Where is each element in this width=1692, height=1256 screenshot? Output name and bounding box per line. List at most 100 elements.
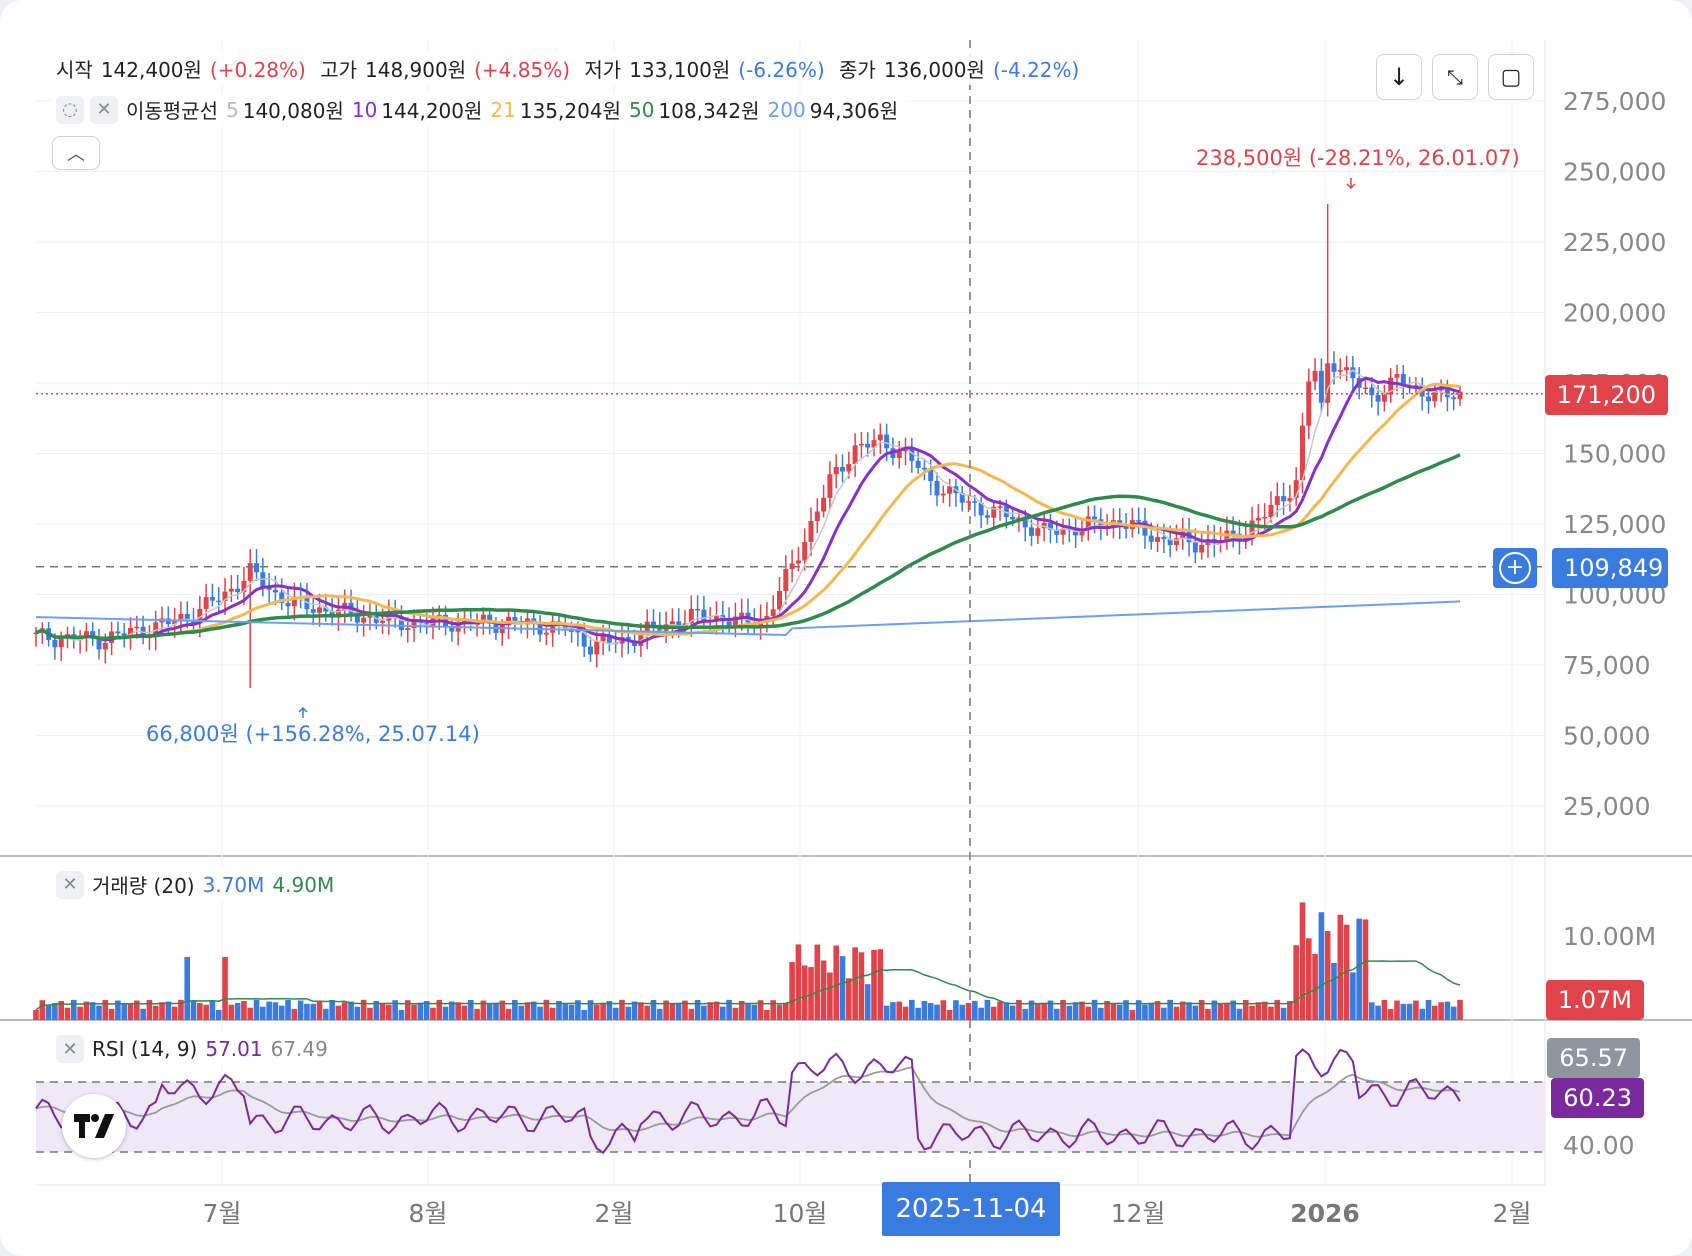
candle-body xyxy=(1060,528,1066,535)
eye-off-icon[interactable]: ◌ xyxy=(56,95,84,124)
volume-bar xyxy=(1356,918,1362,1020)
candle-body xyxy=(846,464,852,472)
candle-body xyxy=(1230,530,1236,534)
volume-bar xyxy=(108,1008,115,1020)
volume-bar xyxy=(1224,1003,1230,1020)
volume-bar xyxy=(902,1006,909,1020)
candle-body xyxy=(1394,374,1400,378)
candle-body xyxy=(1035,528,1041,536)
add-alert-button[interactable]: + xyxy=(1493,548,1537,588)
low-label: 저가 xyxy=(584,58,622,82)
candle-body xyxy=(197,608,203,624)
volume-bar xyxy=(1211,1000,1218,1020)
volume-bar xyxy=(839,956,846,1020)
volume-bar xyxy=(45,1004,52,1020)
time-tick-label: 12월 xyxy=(1111,1199,1166,1228)
volume-bar xyxy=(1381,999,1388,1020)
volume-close-icon[interactable]: ✕ xyxy=(56,870,84,899)
candle-body xyxy=(1262,516,1268,519)
candle-body xyxy=(802,541,808,561)
volume-bar xyxy=(1324,931,1331,1020)
volume-bar xyxy=(115,1000,121,1020)
candle-body xyxy=(335,609,341,618)
candle-body xyxy=(821,497,827,512)
time-tick-label: 8월 xyxy=(409,1199,448,1228)
min-price-annotation: 66,800원 (+156.28%, 25.07.14) xyxy=(146,722,480,746)
volume-bar xyxy=(83,1001,90,1020)
volume-bar xyxy=(877,949,884,1020)
candle-body xyxy=(840,466,846,472)
volume-bar xyxy=(1104,1000,1110,1020)
candle-body xyxy=(1369,387,1375,396)
volume-bar xyxy=(745,1003,751,1020)
candle-body xyxy=(241,580,247,593)
candle-body xyxy=(984,515,990,518)
candle-body xyxy=(487,614,493,624)
tradingview-logo[interactable] xyxy=(62,1094,126,1158)
volume-bar xyxy=(1413,1000,1419,1020)
volume-bar xyxy=(556,1001,562,1020)
candle-body xyxy=(865,443,871,448)
volume-bar xyxy=(864,984,871,1020)
candle-body xyxy=(1306,381,1312,426)
volume-bar xyxy=(247,1007,254,1020)
candle-body xyxy=(701,609,707,621)
volume-bar xyxy=(783,1002,789,1020)
candle-body xyxy=(569,630,575,632)
candle-body xyxy=(795,560,801,564)
volume-bar xyxy=(934,1004,940,1020)
fullscreen-button[interactable]: ▢ xyxy=(1488,54,1534,100)
rsi-close-icon[interactable]: ✕ xyxy=(56,1035,84,1063)
volume-bar xyxy=(726,999,732,1020)
candle-body xyxy=(247,563,253,581)
candle-body xyxy=(228,588,234,592)
volume-bar xyxy=(915,1007,921,1020)
candle-body xyxy=(96,637,102,650)
candle-body xyxy=(310,609,316,613)
volume-bar xyxy=(1186,1002,1192,1020)
ma-legend: ◌ ✕ 이동평균선 5 140,080원 10 144,200원 21 135,204… xyxy=(52,93,911,126)
candle-body xyxy=(1331,363,1337,372)
volume-bar xyxy=(638,1002,644,1020)
open-pct: (+0.28%) xyxy=(209,58,306,82)
price-tick-label: 150,000 xyxy=(1563,440,1666,469)
volume-bar xyxy=(1375,1005,1381,1020)
rsi-v2: 67.49 xyxy=(270,1037,328,1061)
candle-body xyxy=(373,615,379,623)
ma200-line xyxy=(35,600,1461,637)
volume-bar xyxy=(1098,1007,1104,1020)
volume-bar xyxy=(241,1001,247,1020)
volume-bar xyxy=(228,1004,235,1020)
volume-bar xyxy=(1154,1001,1161,1020)
ma21-period: 21 xyxy=(490,97,516,122)
volume-bar xyxy=(96,1005,102,1020)
candle-body xyxy=(1432,390,1438,402)
candle-body xyxy=(543,632,549,635)
candle-body xyxy=(877,434,883,441)
candle-body xyxy=(1167,539,1173,546)
volume-bar xyxy=(669,1003,676,1020)
candle-body xyxy=(1312,370,1318,382)
candle-body xyxy=(1054,529,1060,535)
close-icon[interactable]: ✕ xyxy=(90,95,118,124)
download-button[interactable]: ↓ xyxy=(1376,54,1422,100)
candle-body xyxy=(512,616,518,622)
volume-bar xyxy=(323,1008,329,1020)
collapse-button[interactable]: ⤡ xyxy=(1432,54,1478,100)
volume-bar xyxy=(398,1009,405,1020)
volume-bar xyxy=(656,1008,663,1020)
volume-bar xyxy=(1293,945,1299,1020)
volume-bar xyxy=(789,962,795,1020)
ma10-period: 10 xyxy=(351,97,378,122)
collapse-legend-button[interactable]: ︿ xyxy=(52,136,100,170)
candle-body xyxy=(915,460,921,468)
candle-body xyxy=(1274,496,1280,505)
candle-body xyxy=(959,493,965,503)
candle-body xyxy=(972,501,978,503)
volume-bar xyxy=(568,1004,575,1020)
candle-body xyxy=(581,632,587,647)
candle-body xyxy=(172,620,178,625)
volume-bar xyxy=(814,944,821,1020)
volume-bar xyxy=(197,1002,203,1020)
